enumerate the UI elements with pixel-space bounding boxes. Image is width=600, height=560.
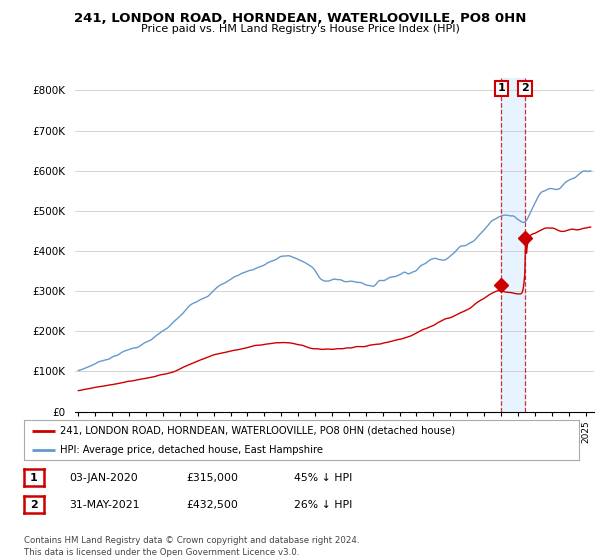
Text: 241, LONDON ROAD, HORNDEAN, WATERLOOVILLE, PO8 0HN: 241, LONDON ROAD, HORNDEAN, WATERLOOVILL… xyxy=(74,12,526,25)
Text: 26% ↓ HPI: 26% ↓ HPI xyxy=(294,500,352,510)
Text: £432,500: £432,500 xyxy=(186,500,238,510)
Text: 2: 2 xyxy=(30,500,38,510)
Text: Price paid vs. HM Land Registry's House Price Index (HPI): Price paid vs. HM Land Registry's House … xyxy=(140,24,460,34)
Text: 241, LONDON ROAD, HORNDEAN, WATERLOOVILLE, PO8 0HN (detached house): 241, LONDON ROAD, HORNDEAN, WATERLOOVILL… xyxy=(60,426,455,436)
Text: 45% ↓ HPI: 45% ↓ HPI xyxy=(294,473,352,483)
Text: 03-JAN-2020: 03-JAN-2020 xyxy=(69,473,138,483)
Text: Contains HM Land Registry data © Crown copyright and database right 2024.
This d: Contains HM Land Registry data © Crown c… xyxy=(24,536,359,557)
Text: £315,000: £315,000 xyxy=(186,473,238,483)
Text: 2: 2 xyxy=(521,83,529,94)
Bar xyxy=(501,78,525,412)
Text: 1: 1 xyxy=(30,473,38,483)
Text: 31-MAY-2021: 31-MAY-2021 xyxy=(69,500,139,510)
Text: 1: 1 xyxy=(497,83,505,94)
Text: HPI: Average price, detached house, East Hampshire: HPI: Average price, detached house, East… xyxy=(60,445,323,455)
